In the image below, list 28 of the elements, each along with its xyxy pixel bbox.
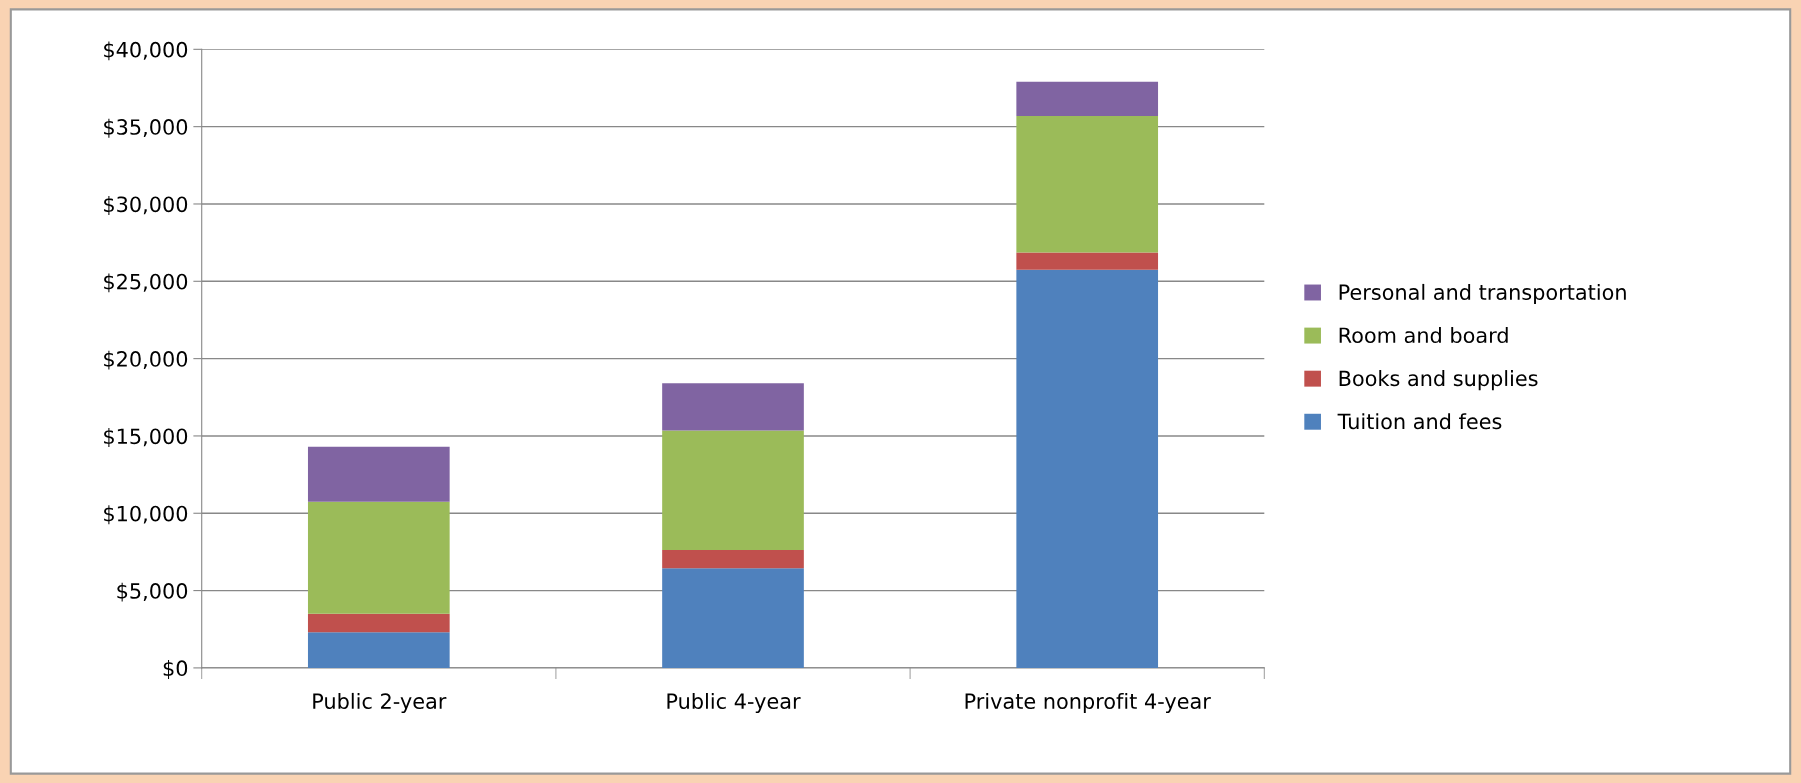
x-tick-label: Public 2-year [313, 692, 447, 714]
x-tick-label: Private nonprofit 4-year [965, 692, 1211, 714]
x-tick-label: Public 4-year [667, 692, 801, 714]
y-tick-label: $10,000 [104, 505, 188, 525]
y-tick-label: $40,000 [104, 41, 188, 61]
bar [662, 430, 804, 550]
legend-label: Books and supplies [1339, 370, 1538, 391]
bar [1016, 252, 1159, 270]
bar [307, 613, 450, 633]
y-tick-label: $35,000 [104, 118, 188, 138]
bar [662, 568, 804, 668]
y-tick-label: $5,000 [117, 582, 188, 602]
bar [662, 549, 804, 569]
legend-label: Tuition and fees [1337, 413, 1502, 430]
bar [307, 446, 450, 502]
bar [1016, 269, 1159, 668]
bar [307, 501, 450, 614]
y-tick-label: $20,000 [104, 350, 188, 370]
y-tick-label: $30,000 [104, 196, 188, 215]
legend-label: Personal and transportation [1339, 283, 1626, 305]
bar [307, 632, 450, 668]
bar [662, 383, 804, 431]
bar [1016, 115, 1159, 253]
y-tick-label: $15,000 [104, 428, 188, 447]
legend-label: Room and board [1339, 326, 1508, 344]
bar [1016, 81, 1159, 116]
y-tick-label: $25,000 [104, 273, 188, 293]
y-tick-label: $0 [163, 659, 188, 679]
